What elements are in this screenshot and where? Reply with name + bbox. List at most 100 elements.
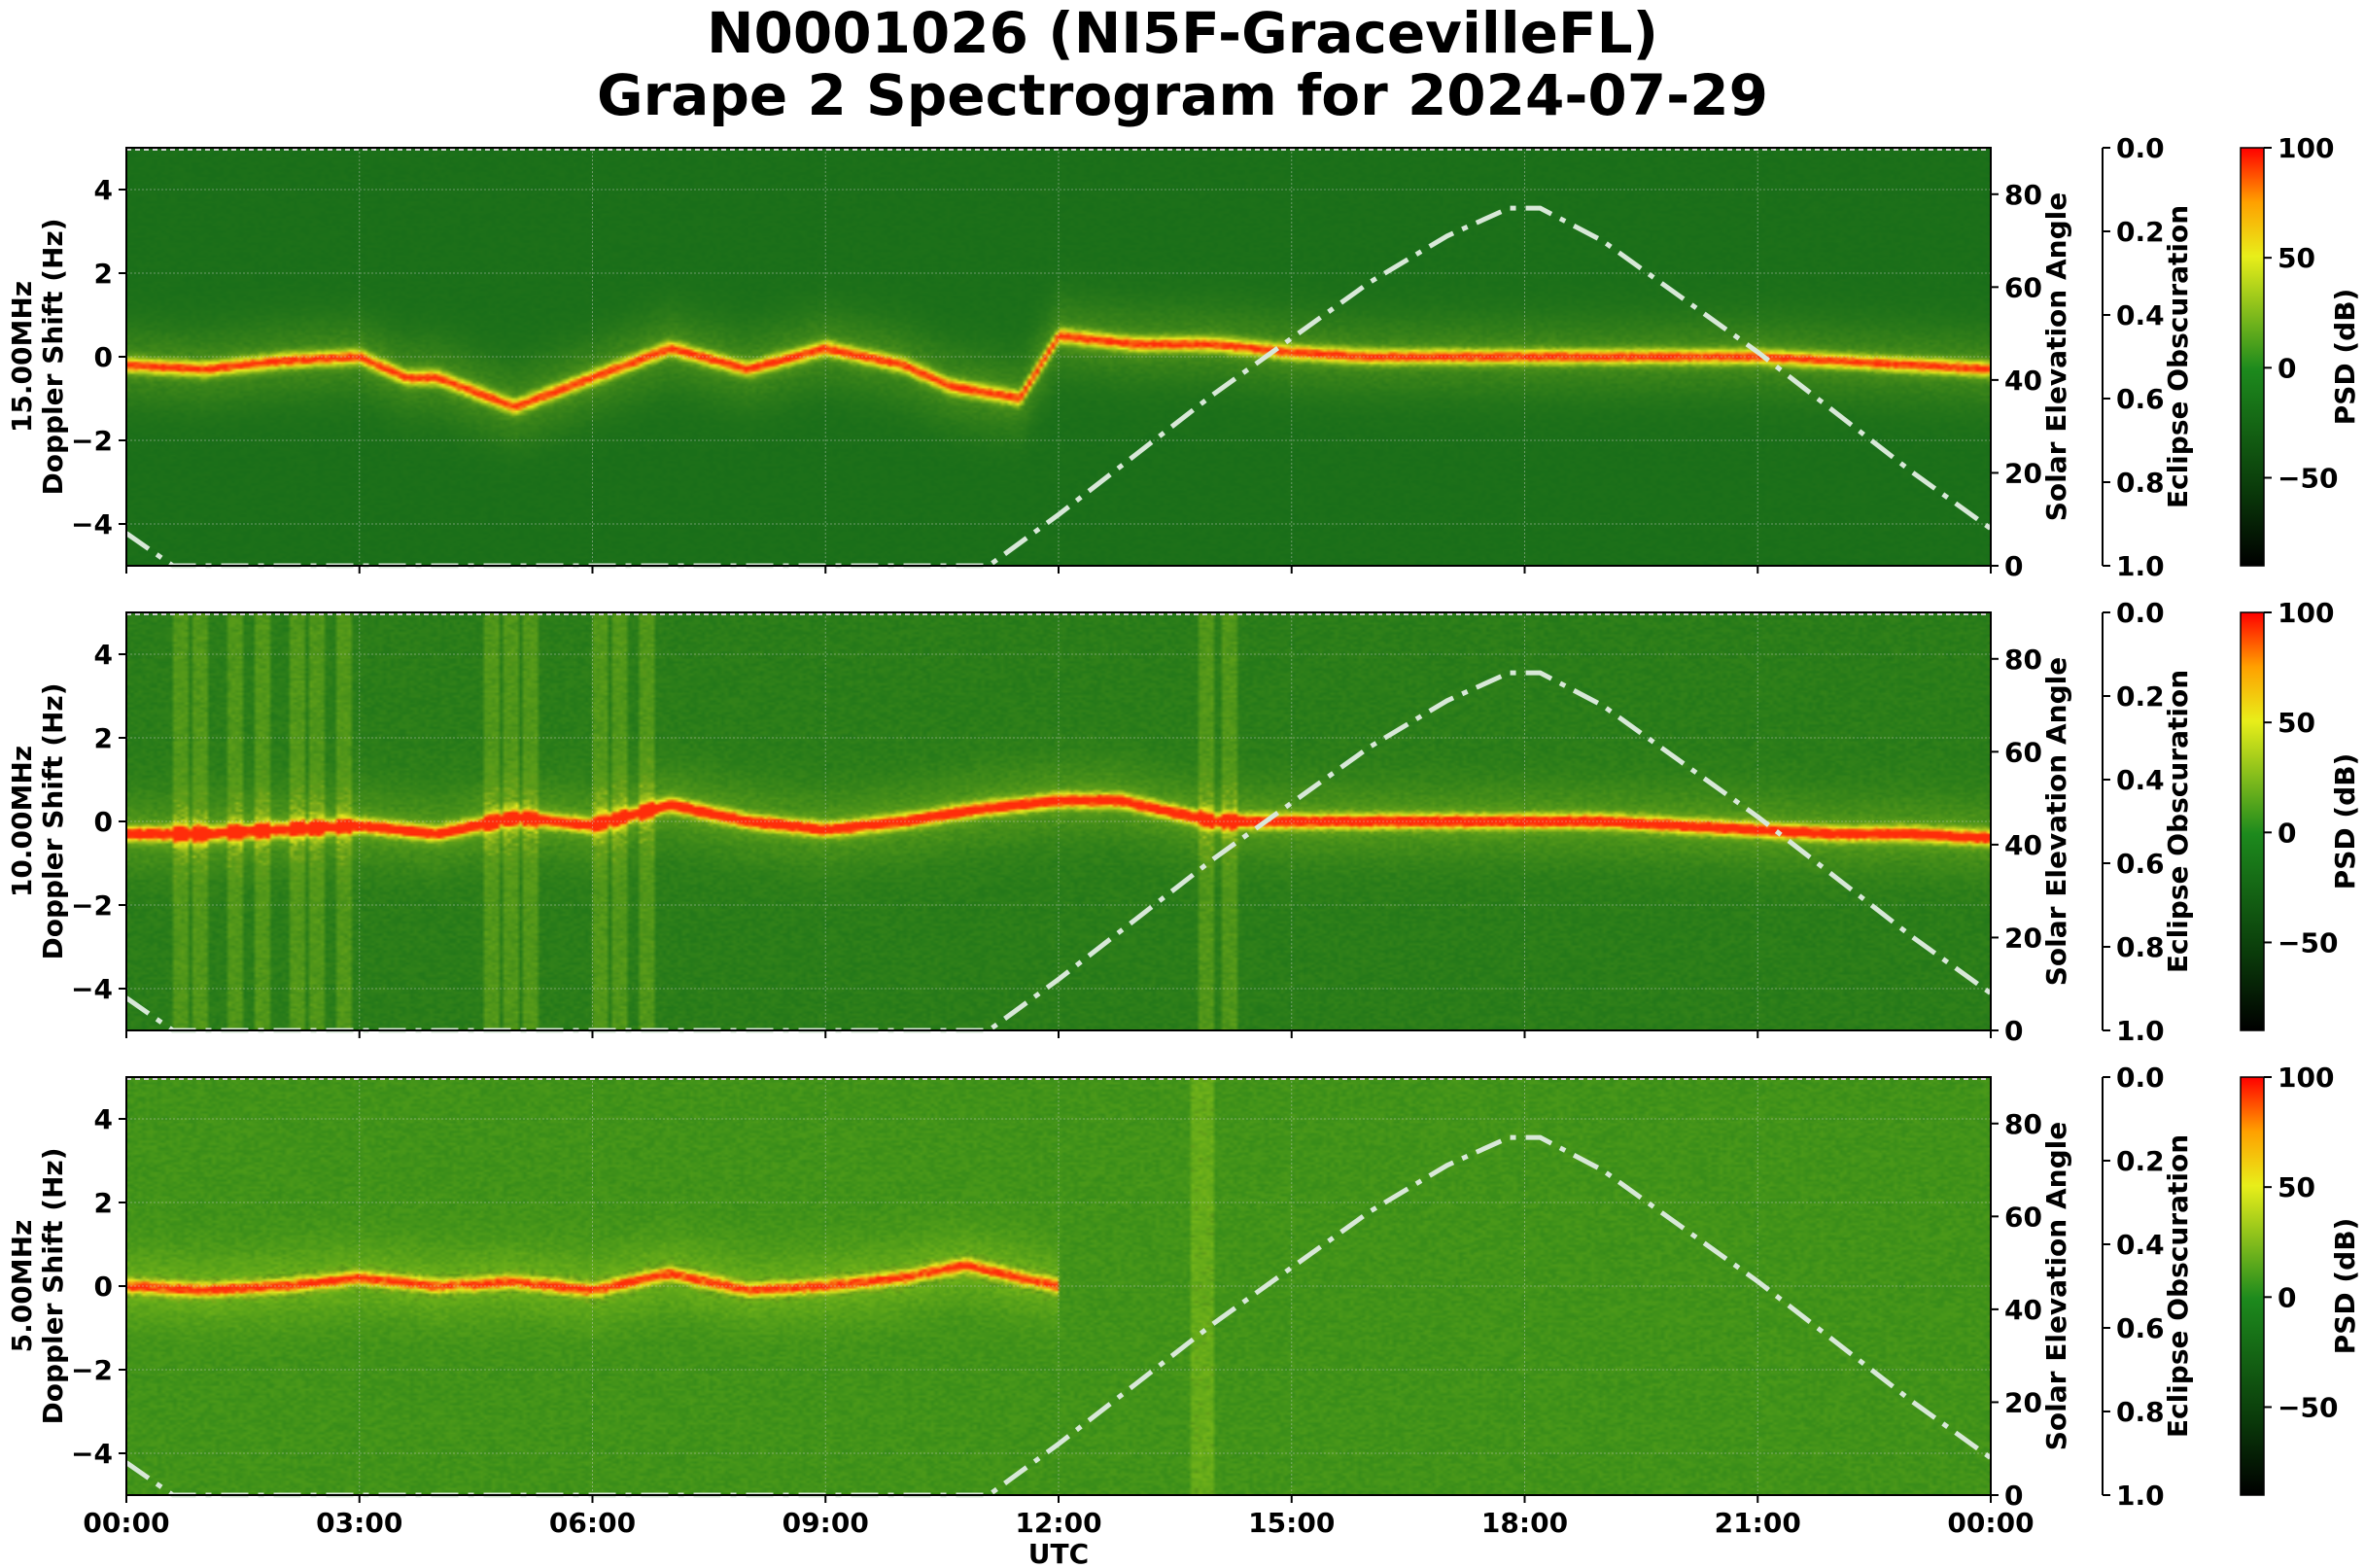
solar-tick-label: 60 <box>2004 1201 2042 1233</box>
solar-tick-label: 0 <box>2004 1015 2023 1047</box>
solar-tick-label: 80 <box>2004 1108 2042 1140</box>
y-tick-label: −2 <box>71 889 113 922</box>
solar-tick-label: 80 <box>2004 644 2042 676</box>
y-axis-frequency-label: 5.00MHz <box>6 1220 38 1353</box>
colorbar-tick-label: 100 <box>2278 132 2334 164</box>
eclipse-tick-label: 0.4 <box>2116 299 2165 331</box>
colorbar-tick-label: −50 <box>2278 462 2338 494</box>
eclipse-tick-label: 0.6 <box>2116 1312 2165 1344</box>
colorbar-tick-label: 0 <box>2278 817 2296 849</box>
spectrogram-panel-2: 420−2−410.00MHz Doppler Shift (Hz)8060402… <box>6 597 2361 1047</box>
x-tick-label: 09:00 <box>783 1507 869 1539</box>
eclipse-tick-label: 1.0 <box>2116 1015 2165 1047</box>
eclipse-tick-label: 1.0 <box>2116 1480 2165 1512</box>
eclipse-tick-label: 0.0 <box>2116 1062 2165 1094</box>
y-axis-frequency-label: 15.00MHz <box>6 281 38 433</box>
x-tick-label: 12:00 <box>1015 1507 1101 1539</box>
chart-title-line-2: Grape 2 Spectrogram for 2024-07-29 <box>597 62 1768 128</box>
solar-axis-label: Solar Elevation Angle <box>2040 1122 2072 1450</box>
y-tick-label: −2 <box>71 1354 113 1386</box>
eclipse-tick-label: 0.2 <box>2116 1145 2165 1177</box>
solar-tick-label: 60 <box>2004 736 2042 768</box>
spectrogram-heatmap <box>126 1077 1991 1495</box>
solar-elevation-curve <box>124 670 1993 1033</box>
eclipse-tick-label: 0.4 <box>2116 1229 2165 1261</box>
eclipse-axis-label: Eclipse Obscuration <box>2162 670 2194 973</box>
psd-colorbar <box>2240 1076 2265 1496</box>
colorbar-tick-label: 100 <box>2278 597 2334 629</box>
eclipse-axis-label: Eclipse Obscuration <box>2162 205 2194 508</box>
colorbar-tick-label: −50 <box>2278 926 2338 958</box>
x-tick-label: 18:00 <box>1481 1507 1568 1539</box>
solar-tick-label: 40 <box>2004 829 2042 861</box>
x-tick-label: 03:00 <box>316 1507 402 1539</box>
solar-axis-label: Solar Elevation Angle <box>2040 192 2072 521</box>
colorbar-label: PSD (dB) <box>2329 289 2361 426</box>
y-tick-label: 0 <box>94 1271 113 1303</box>
y-axis-label: Doppler Shift (Hz) <box>37 682 69 959</box>
eclipse-tick-label: 0.8 <box>2116 467 2165 499</box>
y-tick-label: −4 <box>71 973 113 1005</box>
colorbar-label: PSD (dB) <box>2329 1218 2361 1355</box>
chart-title-line-1: N0001026 (NI5F-GracevilleFL) <box>706 0 1659 66</box>
spectrogram-panel-3: 420−2−45.00MHz Doppler Shift (Hz)80604020… <box>6 1062 2361 1568</box>
eclipse-tick-label: 0.8 <box>2116 931 2165 963</box>
eclipse-axis-label: Eclipse Obscuration <box>2162 1134 2194 1438</box>
spectrogram-heatmap <box>126 148 1991 566</box>
x-tick-label: 21:00 <box>1715 1507 1801 1539</box>
y-tick-label: 0 <box>94 341 113 373</box>
colorbar-tick-label: 100 <box>2278 1062 2334 1094</box>
psd-colorbar <box>2240 147 2265 567</box>
solar-tick-label: 0 <box>2004 1480 2023 1512</box>
eclipse-tick-label: 0.2 <box>2116 680 2165 713</box>
eclipse-tick-label: 0.0 <box>2116 597 2165 629</box>
solar-tick-label: 80 <box>2004 179 2042 211</box>
x-axis-label: UTC <box>1028 1538 1089 1568</box>
colorbar-tick-label: −50 <box>2278 1391 2338 1423</box>
y-tick-label: −4 <box>71 1438 113 1470</box>
psd-colorbar <box>2240 611 2265 1031</box>
eclipse-tick-label: 0.6 <box>2116 848 2165 880</box>
spectrogram-panel-1: 420−2−415.00MHz Doppler Shift (Hz)8060402… <box>6 132 2361 582</box>
colorbar-tick-label: 50 <box>2278 1171 2315 1203</box>
y-tick-label: 4 <box>94 639 113 671</box>
colorbar-label: PSD (dB) <box>2329 753 2361 890</box>
eclipse-tick-label: 1.0 <box>2116 550 2165 582</box>
y-tick-label: 2 <box>94 1187 113 1219</box>
y-tick-label: 4 <box>94 174 113 206</box>
eclipse-tick-label: 0.8 <box>2116 1396 2165 1428</box>
y-tick-label: −2 <box>71 425 113 457</box>
x-tick-label: 06:00 <box>549 1507 636 1539</box>
y-axis-frequency-label: 10.00MHz <box>6 746 38 897</box>
solar-elevation-curve <box>124 1134 1993 1498</box>
y-tick-label: 2 <box>94 258 113 290</box>
y-axis-label: Doppler Shift (Hz) <box>37 218 69 495</box>
solar-tick-label: 0 <box>2004 550 2023 582</box>
x-tick-label: 00:00 <box>1947 1507 2034 1539</box>
y-tick-label: 2 <box>94 722 113 754</box>
solar-tick-label: 40 <box>2004 365 2042 397</box>
x-tick-label: 15:00 <box>1248 1507 1335 1539</box>
y-tick-label: 4 <box>94 1103 113 1135</box>
colorbar-tick-label: 50 <box>2278 242 2315 274</box>
colorbar-tick-label: 0 <box>2278 1281 2296 1313</box>
eclipse-tick-label: 0.4 <box>2116 764 2165 796</box>
x-tick-label: 00:00 <box>83 1507 169 1539</box>
eclipse-tick-label: 0.2 <box>2116 216 2165 248</box>
solar-elevation-curve <box>124 205 1993 569</box>
solar-tick-label: 40 <box>2004 1294 2042 1326</box>
eclipse-tick-label: 0.6 <box>2116 383 2165 415</box>
y-tick-label: 0 <box>94 806 113 838</box>
solar-axis-label: Solar Elevation Angle <box>2040 657 2072 986</box>
y-axis-label: Doppler Shift (Hz) <box>37 1147 69 1424</box>
solar-tick-label: 20 <box>2004 457 2042 489</box>
colorbar-tick-label: 50 <box>2278 707 2315 739</box>
y-tick-label: −4 <box>71 508 113 540</box>
colorbar-tick-label: 0 <box>2278 352 2296 384</box>
solar-tick-label: 20 <box>2004 922 2042 954</box>
eclipse-tick-label: 0.0 <box>2116 132 2165 164</box>
solar-tick-label: 60 <box>2004 271 2042 303</box>
spectrogram-heatmap <box>126 612 1991 1030</box>
solar-tick-label: 20 <box>2004 1386 2042 1418</box>
